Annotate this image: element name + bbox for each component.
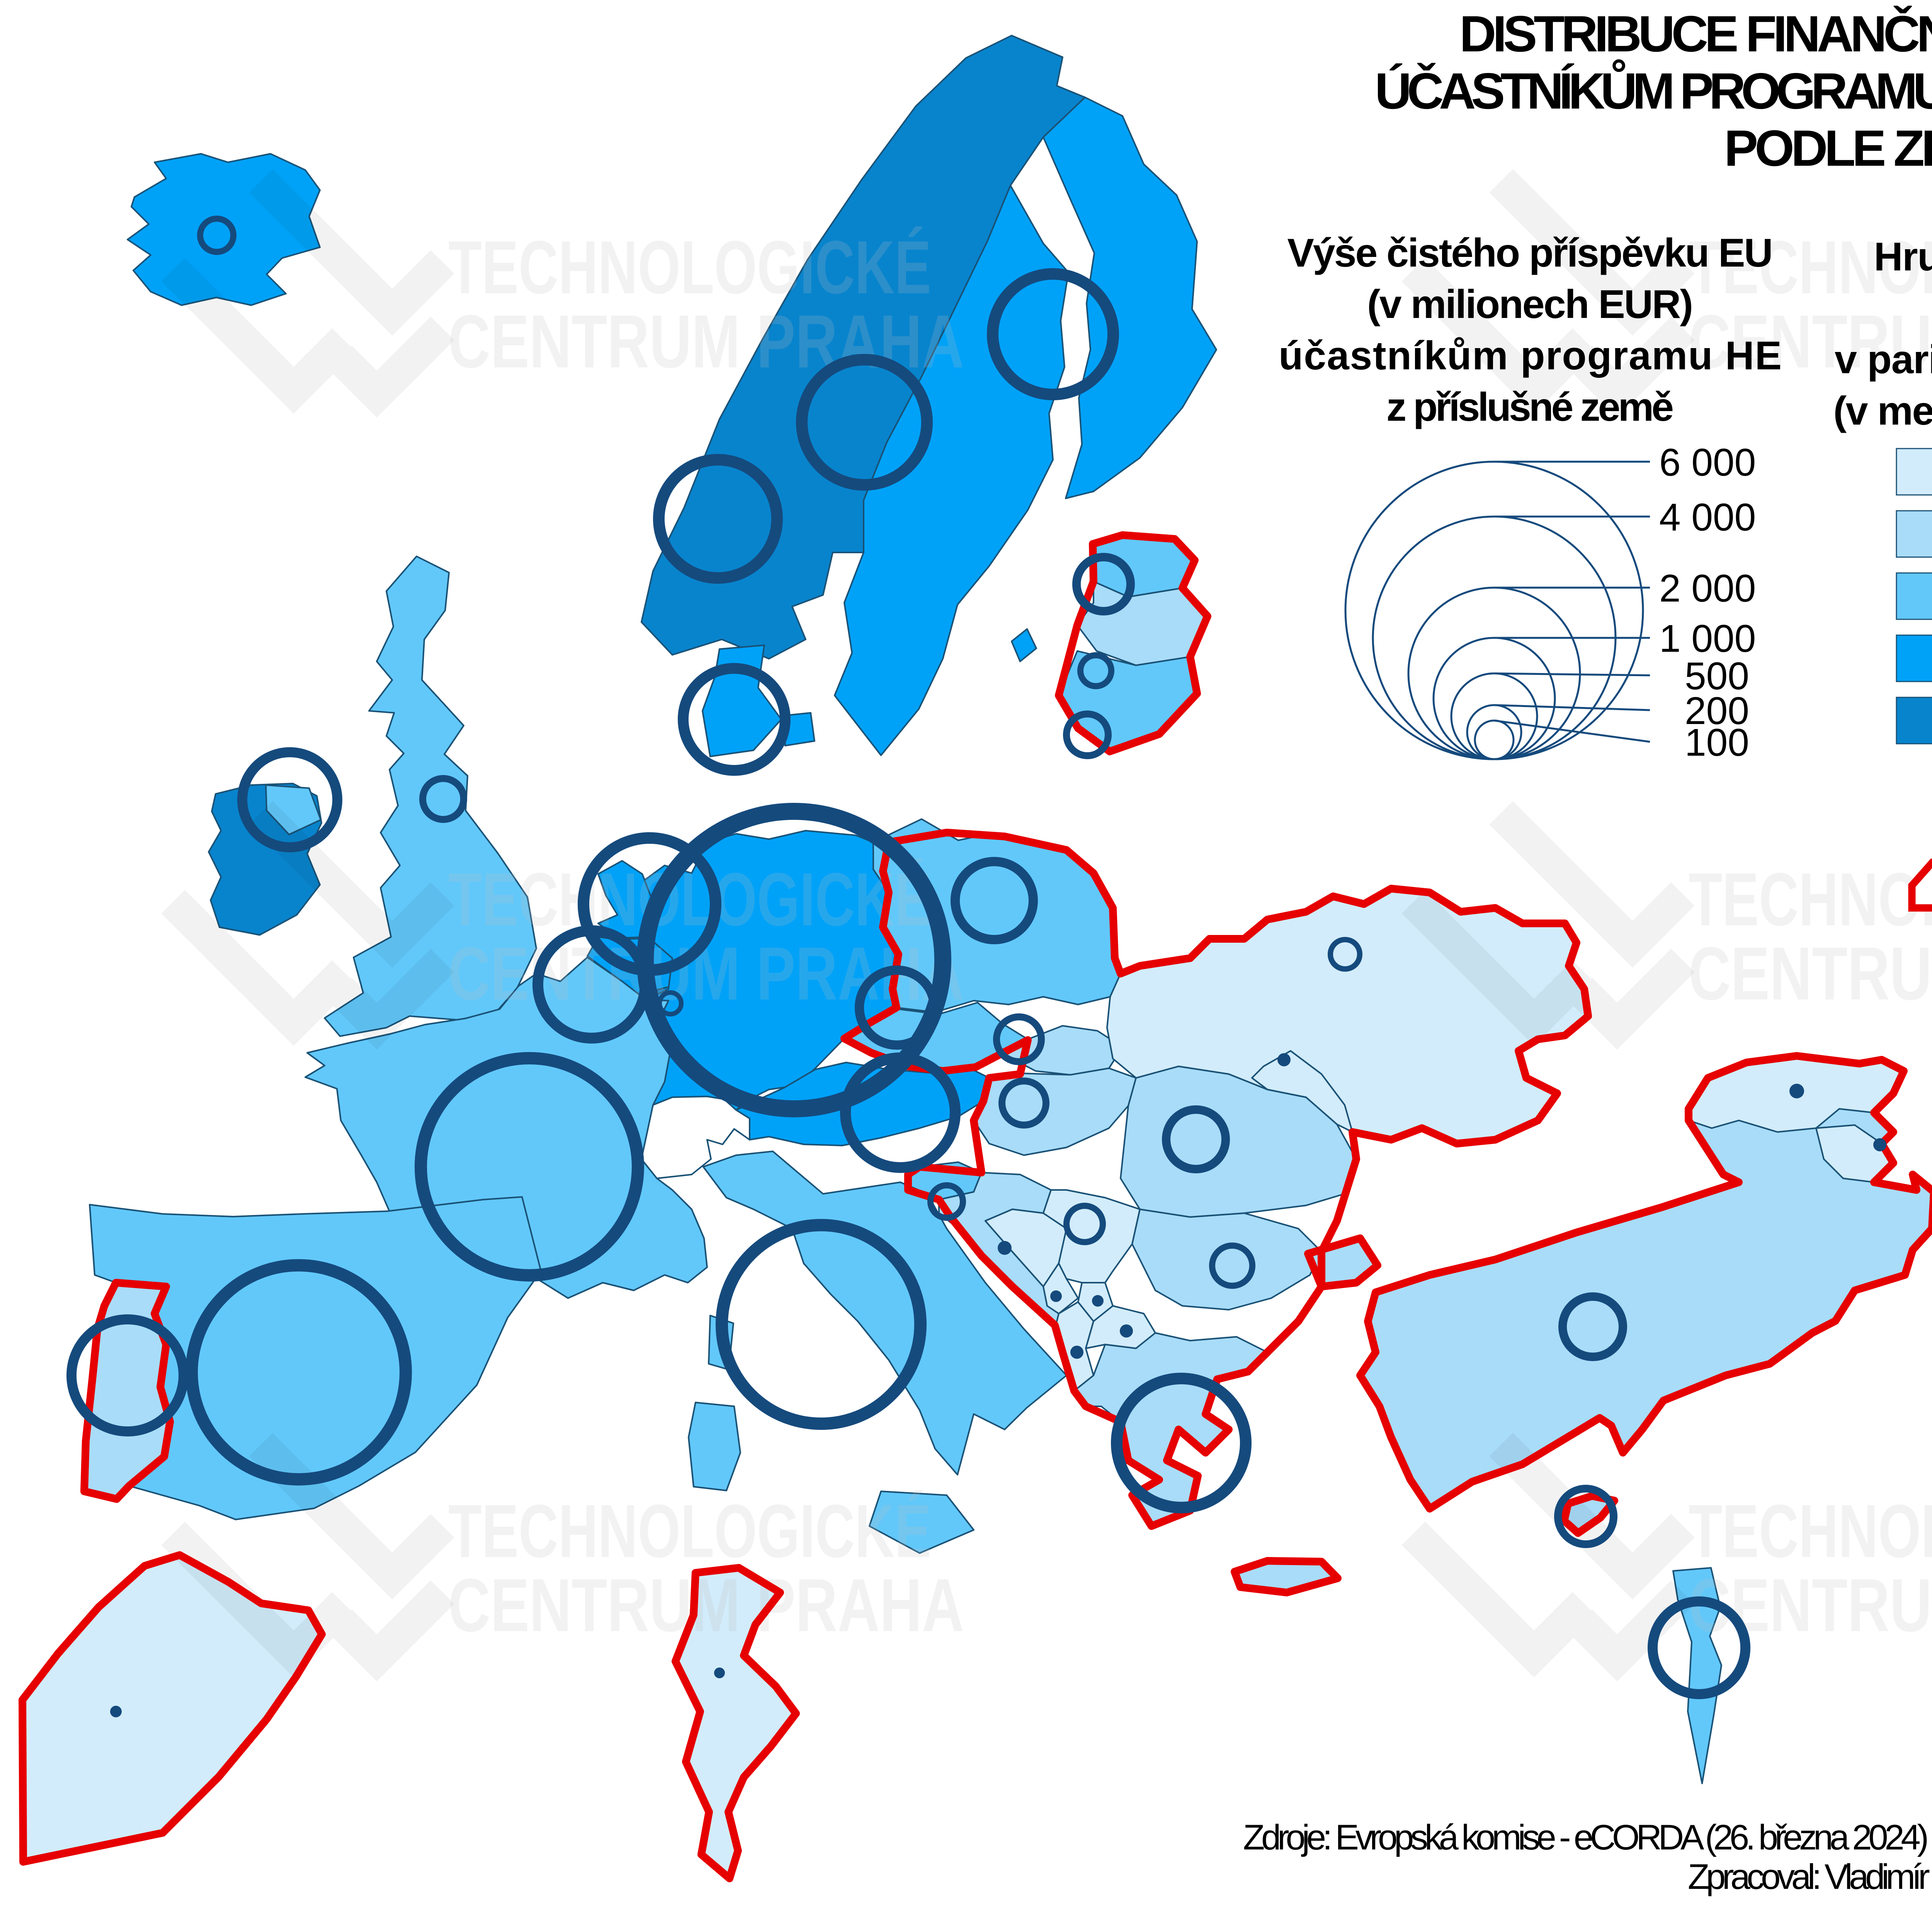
- svg-text:6 000: 6 000: [1659, 441, 1756, 484]
- svg-text:TECHNOLOGICKÉ: TECHNOLOGICKÉ: [448, 1489, 931, 1573]
- svg-text:1 000: 1 000: [1659, 617, 1756, 660]
- svg-text:TECHNOLOGICKÉ: TECHNOLOGICKÉ: [1689, 1489, 1932, 1573]
- svg-text:TECHNOLOGICKÉ: TECHNOLOGICKÉ: [448, 225, 931, 309]
- svg-text:v paritě kupní síly v r. 2022: v paritě kupní síly v r. 2022: [1835, 337, 1932, 382]
- svg-text:ÚČASTNÍKŮM PROGRAMU HORIZONT E: ÚČASTNÍKŮM PROGRAMU HORIZONT EVROPA: [1375, 59, 1932, 119]
- svg-text:TECHNOLOGICKÉ: TECHNOLOGICKÉ: [1689, 857, 1932, 942]
- svg-text:Zpracoval: Vladimír Vojtěch, T: Zpracoval: Vladimír Vojtěch, TC Praha, 1…: [1688, 1857, 1932, 1897]
- svg-text:TECHNOLOGICKÉ: TECHNOLOGICKÉ: [448, 857, 931, 942]
- svg-text:Hrubý domácí produkt: Hrubý domácí produkt: [1874, 235, 1932, 279]
- svg-text:CENTRUM PRAHA: CENTRUM PRAHA: [448, 299, 964, 384]
- svg-text:100: 100: [1685, 721, 1749, 764]
- svg-text:PODLE ZEMÍ k 26. březnu 2024: PODLE ZEMÍ k 26. březnu 2024: [1724, 120, 1932, 177]
- svg-text:účastníkům programu HE: účastníkům programu HE: [1279, 333, 1782, 378]
- svg-text:Zdroje: Evropská komise - eCOR: Zdroje: Evropská komise - eCORDA (26. bř…: [1243, 1818, 1932, 1857]
- svg-text:z příslušné země: z příslušné země: [1386, 385, 1674, 430]
- svg-text:4 000: 4 000: [1659, 496, 1756, 539]
- svg-text:(v milionech EUR): (v milionech EUR): [1367, 282, 1693, 327]
- svg-text:CENTRUM PRAHA: CENTRUM PRAHA: [1689, 931, 1932, 1016]
- svg-text:2 000: 2 000: [1659, 567, 1756, 610]
- svg-text:(v mezinárodních dolarech): (v mezinárodních dolarech): [1833, 389, 1932, 433]
- svg-text:Výše čistého příspěvku EU: Výše čistého příspěvku EU: [1287, 231, 1773, 275]
- svg-text:DISTRIBUCE FINANČNÍHO PŘÍSPĚVK: DISTRIBUCE FINANČNÍHO PŘÍSPĚVKU EU: [1459, 5, 1932, 62]
- svg-text:CENTRUM PRAHA: CENTRUM PRAHA: [448, 1563, 964, 1647]
